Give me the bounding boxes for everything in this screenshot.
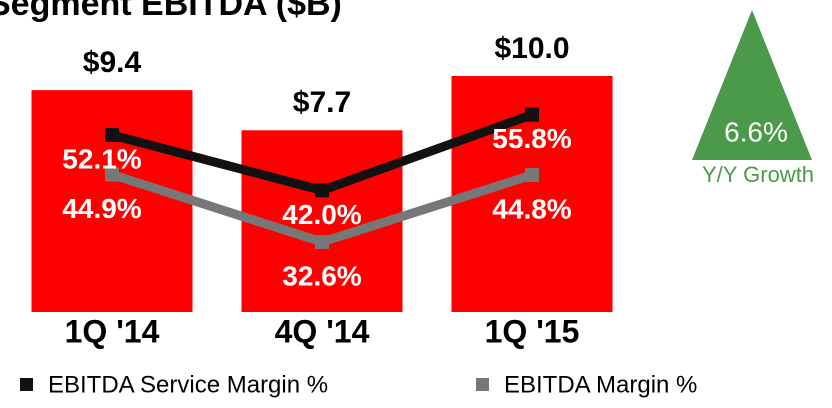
line-marker xyxy=(105,167,119,182)
line-marker xyxy=(525,168,539,183)
line-value-label: 55.8% xyxy=(492,123,571,154)
bar-value-label: $7.7 xyxy=(293,86,351,119)
legend-swatch xyxy=(476,378,489,391)
line-value-label: 44.8% xyxy=(492,193,571,224)
bar-value-label: $9.4 xyxy=(83,46,142,79)
line-value-label: 44.9% xyxy=(62,193,141,224)
legend-label: EBITDA Margin % xyxy=(504,371,697,398)
bar-value-label: $10.0 xyxy=(494,32,569,65)
line-marker xyxy=(525,107,539,122)
legend-label: EBITDA Service Margin % xyxy=(48,371,328,398)
x-tick-label: 4Q '14 xyxy=(275,313,370,349)
growth-triangle xyxy=(692,10,812,160)
growth-value: 6.6% xyxy=(724,116,788,147)
chart-title: Segment EBITDA ($B) xyxy=(0,0,342,23)
line-value-label: 52.1% xyxy=(62,143,141,174)
line-marker xyxy=(315,183,329,198)
x-tick-label: 1Q '14 xyxy=(65,313,160,349)
line-value-label: 32.6% xyxy=(282,260,361,291)
bar xyxy=(31,90,193,312)
line-marker xyxy=(315,235,329,250)
line-value-label: 42.0% xyxy=(282,199,361,230)
x-tick-label: 1Q '15 xyxy=(485,313,580,349)
legend-swatch xyxy=(20,378,33,391)
growth-text: Y/Y Growth xyxy=(702,162,814,187)
line-marker xyxy=(105,127,119,142)
